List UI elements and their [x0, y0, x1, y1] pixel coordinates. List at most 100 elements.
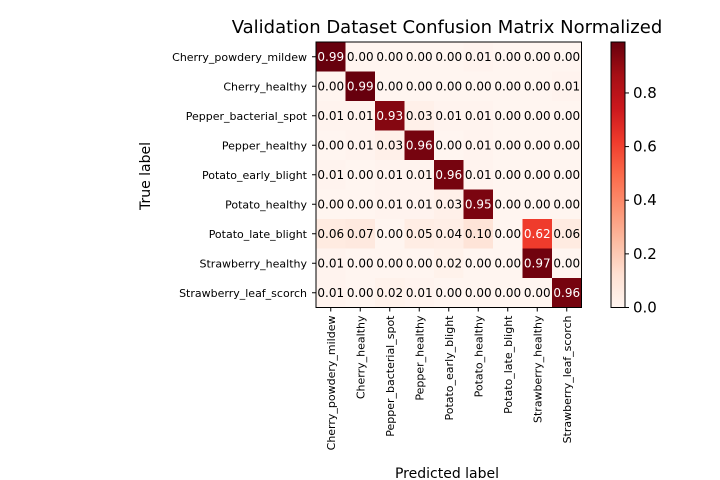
cell-value-label: 0.00 [347, 50, 374, 64]
x-tick-label: Potato_healthy [472, 315, 485, 397]
matrix-cell [463, 71, 494, 102]
colorbar-frame [610, 41, 626, 308]
colorbar-tick-label: 0.6 [633, 138, 657, 156]
matrix-cell [522, 219, 553, 249]
x-tick-label: Strawberry_leaf_scorch [561, 315, 574, 443]
colorbar-tick-label: 0.4 [633, 191, 657, 209]
matrix-cell [463, 189, 494, 220]
matrix-cell [404, 278, 435, 308]
matrix-cell [345, 219, 376, 249]
matrix-cell [316, 219, 346, 249]
matrix-cell [316, 71, 346, 102]
x-tick-label: Potato_late_blight [502, 315, 515, 414]
matrix-cell [463, 278, 494, 308]
matrix-cell [434, 219, 464, 249]
matrix-cell [404, 130, 435, 161]
cell-value-label: 0.00 [524, 109, 551, 123]
cell-value-label: 0.00 [553, 138, 580, 152]
cell-value-label: 0.01 [317, 109, 344, 123]
matrix-cell [345, 42, 376, 72]
cell-value-label: 0.07 [347, 227, 374, 241]
cell-value-label: 0.00 [376, 79, 403, 93]
cell-value-label: 0.00 [494, 197, 521, 211]
matrix-cell [493, 219, 523, 249]
colorbar-ticks: 0.0 0.2 0.4 0.6 0.8 [625, 84, 657, 317]
matrix-cell [522, 248, 553, 279]
matrix-cell [463, 219, 494, 249]
matrix-cell [404, 101, 435, 131]
cell-value-label: 0.00 [494, 256, 521, 270]
x-ticks: Cherry_powdery_mildew Cherry_healthy Peppe… [325, 307, 574, 451]
matrix-cell [552, 130, 582, 161]
cell-value-label: 0.00 [553, 109, 580, 123]
cell-value-label: 0.00 [553, 168, 580, 182]
cell-value-label: 0.00 [317, 79, 344, 93]
matrix-cell [345, 248, 376, 279]
matrix-cell [463, 42, 494, 72]
matrix-cell [375, 219, 405, 249]
matrix-cell [522, 71, 553, 102]
cell-value-label: 0.93 [376, 109, 403, 123]
matrix-cell [345, 189, 376, 220]
matrix-cell [434, 42, 464, 72]
cell-value-label: 0.01 [317, 256, 344, 270]
x-tick-label: Cherry_powdery_mildew [325, 316, 338, 451]
cell-value-label: 0.00 [494, 50, 521, 64]
cell-value-label: 0.00 [524, 138, 551, 152]
matrix-cell [316, 278, 346, 308]
matrix-cell [493, 248, 523, 279]
matrix-cell [522, 278, 553, 308]
matrix-cell [345, 71, 376, 102]
cell-value-label: 0.03 [406, 109, 433, 123]
cell-value-label: 0.00 [494, 138, 521, 152]
matrix-cell [552, 42, 582, 72]
cell-labels: 0.99 0.00 0.00 0.00 0.00 0.01 0.00 0.00 0.000.00… [317, 50, 580, 300]
matrix-cell [522, 189, 553, 220]
matrix-cell [404, 71, 435, 102]
matrix-cell [375, 160, 405, 190]
matrix-cell [552, 160, 582, 190]
matrix-cell [434, 71, 464, 102]
cell-value-label: 0.00 [524, 286, 551, 300]
matrix-cell [375, 248, 405, 279]
matrix-cell [552, 101, 582, 131]
cell-value-label: 0.00 [435, 50, 462, 64]
x-tick-label: Cherry_healthy [354, 315, 367, 399]
x-tick-label: Pepper_healthy [413, 315, 426, 401]
matrix-cell [316, 189, 346, 220]
matrix-cell [404, 42, 435, 72]
y-tick-label: Pepper_healthy [222, 139, 308, 152]
cell-value-label: 0.00 [553, 50, 580, 64]
colorbar [611, 42, 625, 308]
y-tick-label: Strawberry_healthy [200, 257, 308, 270]
cell-value-label: 0.00 [347, 168, 374, 182]
matrix-cell [463, 130, 494, 161]
cell-value-label: 0.00 [406, 79, 433, 93]
matrix-cell [493, 42, 523, 72]
cell-value-label: 0.00 [524, 50, 551, 64]
matrix-cell [345, 160, 376, 190]
colorbar-tick-label: 0.0 [633, 299, 657, 317]
cell-value-label: 0.00 [465, 79, 492, 93]
cell-value-label: 0.02 [376, 286, 403, 300]
matrix-cell [375, 130, 405, 161]
matrix-cell [316, 42, 346, 72]
matrix-cell [434, 248, 464, 279]
matrix-cell [552, 278, 582, 308]
y-tick-label: Potato_healthy [225, 198, 307, 211]
matrix-cell [375, 42, 405, 72]
matrix-cell [552, 219, 582, 249]
x-axis-label: Predicted label [395, 466, 499, 480]
cell-value-label: 0.00 [406, 50, 433, 64]
cell-value-label: 0.00 [347, 286, 374, 300]
cell-value-label: 0.03 [376, 138, 403, 152]
matrix-cell [522, 101, 553, 131]
cell-value-label: 0.00 [494, 79, 521, 93]
cell-value-label: 0.01 [317, 168, 344, 182]
cell-value-label: 0.02 [435, 256, 462, 270]
matrix-cells [316, 42, 582, 308]
matrix-cell [493, 160, 523, 190]
matrix-cell [493, 101, 523, 131]
colorbar-tick-label: 0.2 [633, 245, 657, 263]
